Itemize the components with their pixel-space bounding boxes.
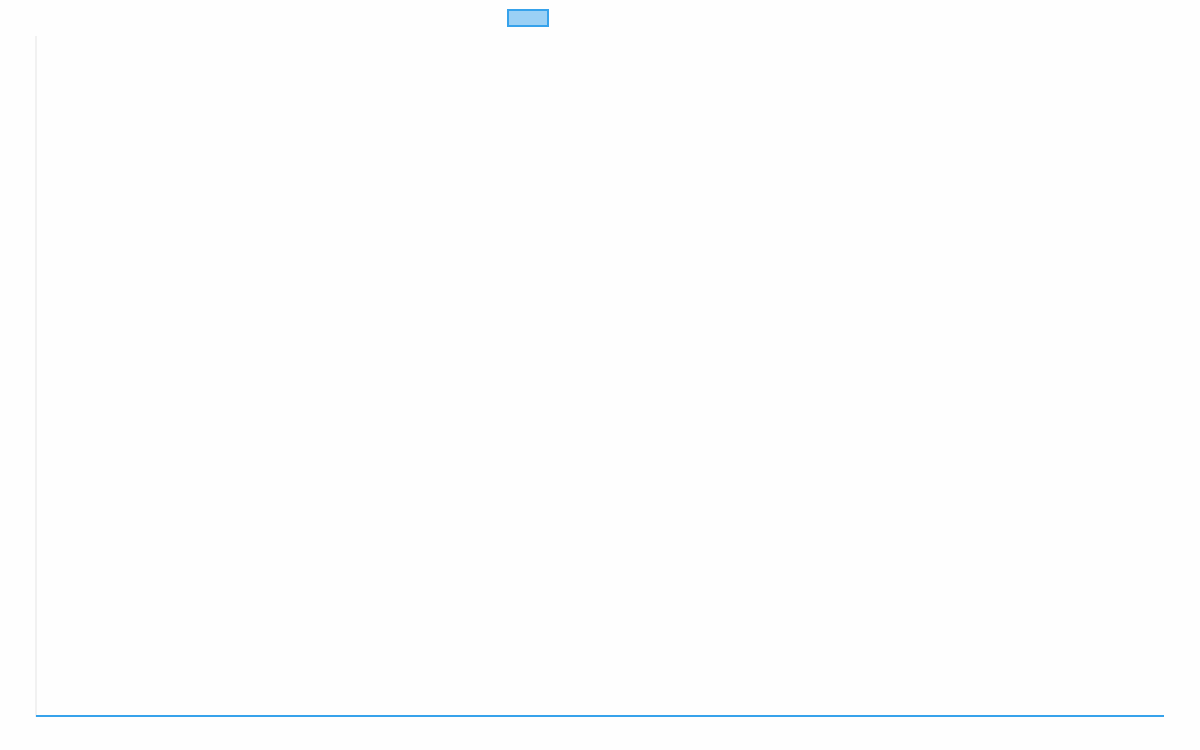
legend[interactable] [507,9,549,27]
legend-swatch[interactable] [507,9,549,27]
